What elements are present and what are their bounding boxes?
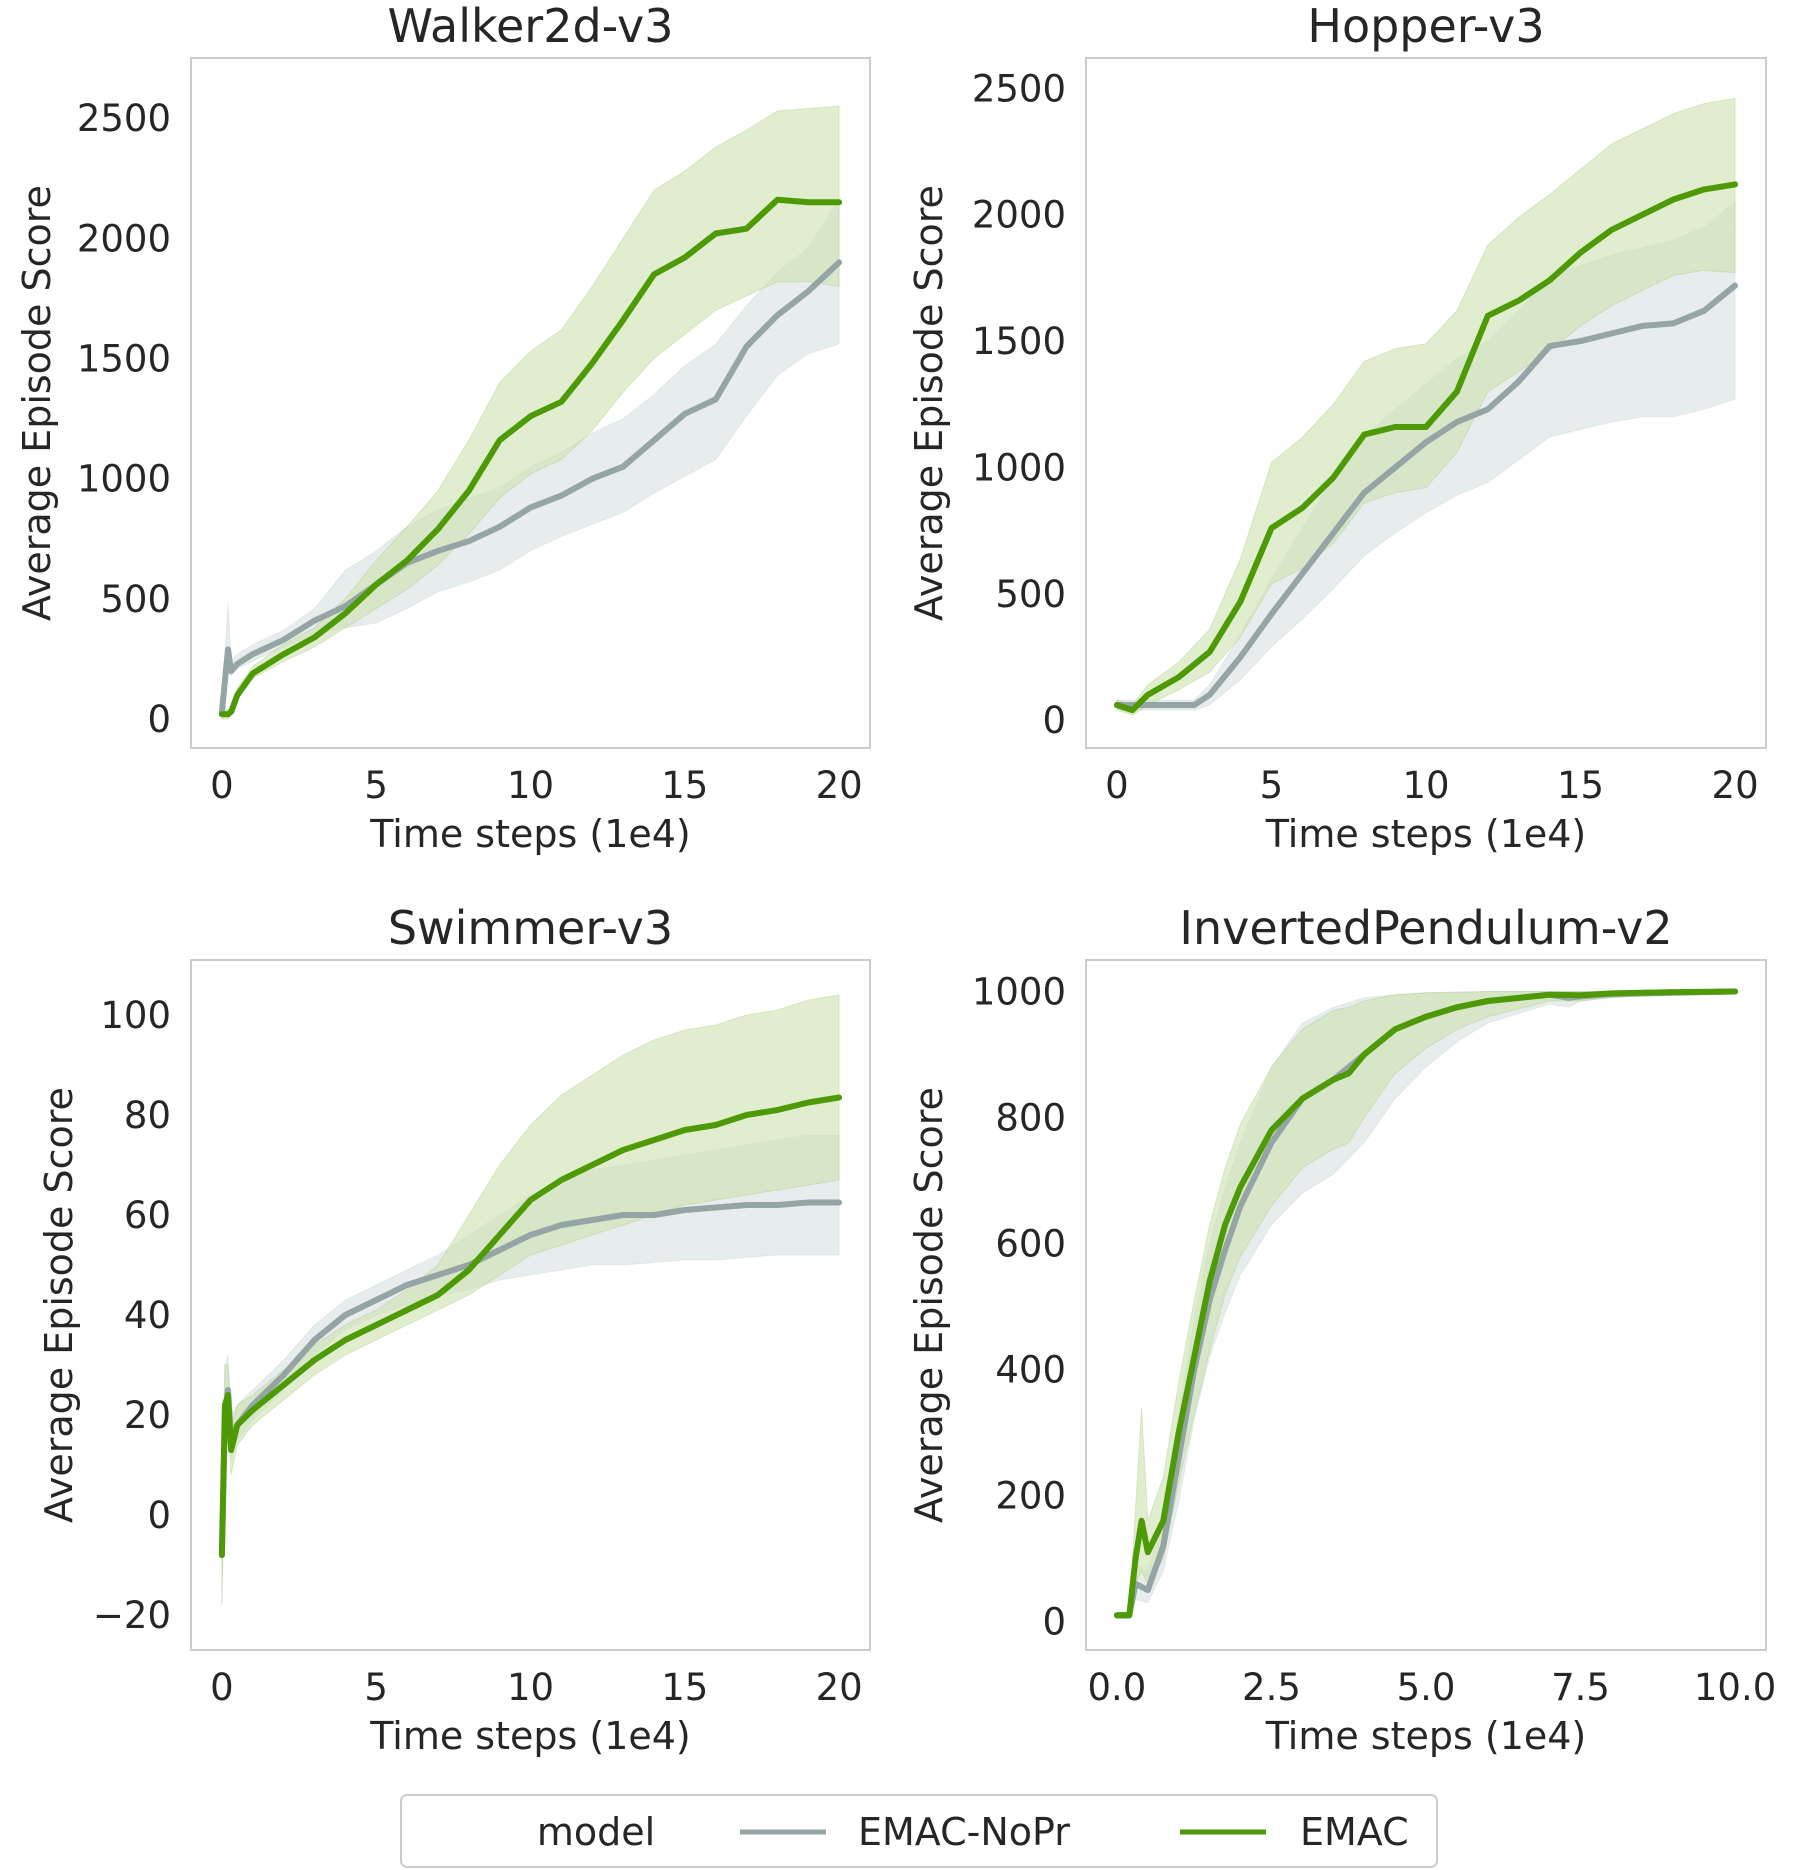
y-axis-label: Average Episode Score	[907, 185, 951, 621]
x-tick-label: 20	[816, 764, 863, 807]
chart-invertedpendulum-v2: InvertedPendulum-v2 0.0 2.5 5.0 7.5 10.0 0 200 4…	[907, 901, 1776, 1758]
y-tick-label: 500	[995, 573, 1066, 616]
y-tick-label: 0	[147, 698, 171, 741]
x-tick-label: 5	[364, 1666, 388, 1709]
y-tick-label: 0	[1042, 1601, 1066, 1644]
series-layer	[218, 994, 843, 1606]
x-tick-label: 5	[1260, 764, 1284, 807]
x-tick-label: 10	[507, 764, 554, 807]
x-axis-label: Time steps (1e4)	[1265, 812, 1587, 856]
band-emac	[221, 994, 840, 1606]
y-axis-label: Average Episode Score	[907, 1087, 951, 1523]
x-tick-label: 20	[1712, 764, 1759, 807]
chart-title: Hopper-v3	[1307, 0, 1544, 53]
x-tick-label: 0	[1105, 764, 1129, 807]
x-tick-label: 0	[210, 1666, 234, 1709]
y-tick-label: 2000	[77, 217, 171, 260]
series-layer	[1113, 988, 1739, 1619]
x-tick-label: 5.0	[1397, 1666, 1456, 1709]
chart-title: Walker2d-v3	[387, 0, 673, 53]
x-tick-label: 15	[661, 764, 708, 807]
legend: model EMAC-NoPr EMAC	[400, 1794, 1438, 1868]
line-emac	[1113, 181, 1739, 714]
x-axis-label: Time steps (1e4)	[1265, 1714, 1587, 1758]
line-emac-nopr	[1113, 282, 1739, 708]
x-tick-label: 10	[507, 1666, 554, 1709]
legend-label-emac: EMAC	[1300, 1810, 1409, 1854]
x-tick-label: 5	[364, 764, 388, 807]
y-tick-label: 200	[995, 1475, 1066, 1518]
x-tick-label: 15	[661, 1666, 708, 1709]
line-emac-nopr	[218, 259, 843, 715]
y-tick-label: 2500	[972, 67, 1066, 110]
x-tick-label: 0.0	[1087, 1666, 1146, 1709]
x-tick-label: 10.0	[1694, 1666, 1776, 1709]
x-tick-label: 10	[1402, 764, 1449, 807]
x-tick-label: 0	[210, 764, 234, 807]
legend-title: model	[537, 1810, 655, 1854]
y-tick-label: 600	[995, 1223, 1066, 1266]
chart-walker2d-v3: Walker2d-v3 0 5 10 15 20 0 500 1000 1500 2000 2500 T…	[15, 0, 871, 856]
y-tick-label: −20	[93, 1594, 171, 1637]
chart-title: Swimmer-v3	[388, 901, 673, 955]
legend-label-emac-nopr: EMAC-NoPr	[858, 1810, 1070, 1854]
legend-frame	[400, 1794, 1438, 1868]
chart-swimmer-v3: Swimmer-v3 0 5 10 15 20 −20 0 20 40 60 80 100 Time st…	[37, 901, 871, 1758]
y-tick-label: 400	[995, 1349, 1066, 1392]
chart-title: InvertedPendulum-v2	[1179, 901, 1672, 955]
y-tick-label: 500	[100, 578, 171, 621]
x-tick-label: 20	[816, 1666, 863, 1709]
chart-hopper-v3: Hopper-v3 0 5 10 15 20 0 500 1000 1500 2000 2500 Tim…	[907, 0, 1767, 856]
y-tick-label: 1000	[77, 458, 171, 501]
y-tick-label: 800	[995, 1097, 1066, 1140]
y-tick-label: 60	[124, 1194, 171, 1237]
y-tick-label: 100	[100, 994, 171, 1037]
y-tick-label: 80	[124, 1094, 171, 1137]
y-tick-label: 20	[124, 1394, 171, 1437]
series-layer	[1113, 97, 1739, 716]
y-tick-label: 1000	[972, 446, 1066, 489]
line-emac	[1113, 988, 1739, 1619]
y-tick-label: 0	[147, 1494, 171, 1537]
x-axis-label: Time steps (1e4)	[369, 812, 691, 856]
y-tick-label: 1500	[972, 320, 1066, 363]
y-tick-label: 40	[124, 1294, 171, 1337]
y-tick-label: 1000	[972, 971, 1066, 1014]
y-tick-label: 1500	[77, 338, 171, 381]
y-tick-label: 0	[1042, 699, 1066, 742]
y-axis-label: Average Episode Score	[15, 185, 59, 621]
y-axis-label: Average Episode Score	[37, 1087, 81, 1523]
series-layer	[218, 105, 843, 720]
x-tick-label: 2.5	[1242, 1666, 1301, 1709]
line-emac	[218, 196, 843, 718]
line-emac	[218, 1094, 843, 1558]
x-tick-label: 7.5	[1551, 1666, 1610, 1709]
x-tick-label: 15	[1557, 764, 1604, 807]
x-axis-label: Time steps (1e4)	[369, 1714, 691, 1758]
y-tick-label: 2500	[77, 97, 171, 140]
y-tick-label: 2000	[972, 194, 1066, 237]
